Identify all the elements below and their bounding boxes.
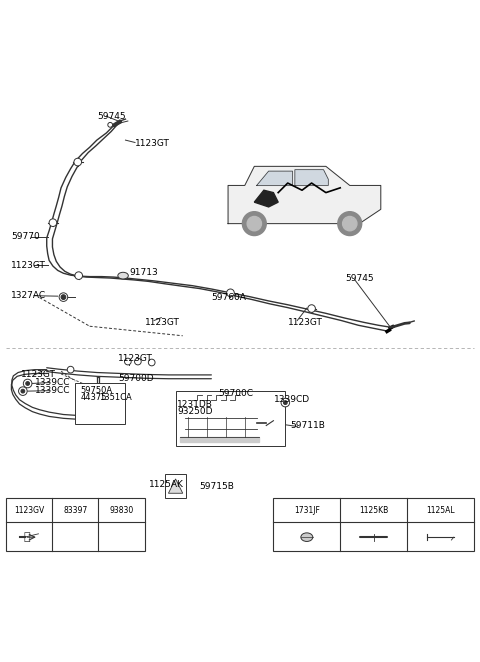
Circle shape [118,534,125,541]
Polygon shape [168,479,183,493]
Circle shape [242,212,266,236]
Circle shape [108,122,113,127]
Polygon shape [295,169,328,185]
Text: 1125AL: 1125AL [426,506,455,514]
Bar [274,498,474,551]
Text: 59715B: 59715B [199,481,234,491]
Text: 93830: 93830 [109,506,133,514]
Text: 1339CC: 1339CC [35,378,70,387]
Text: 59770: 59770 [11,232,40,242]
Circle shape [134,358,141,365]
Text: 1123GT: 1123GT [288,318,323,327]
Circle shape [173,486,178,491]
Polygon shape [228,166,381,224]
Circle shape [24,379,32,388]
Text: 1125AK: 1125AK [149,480,184,489]
Polygon shape [254,190,278,207]
Circle shape [247,216,262,231]
Text: 1351CA: 1351CA [99,393,132,402]
Circle shape [61,295,66,299]
Circle shape [59,293,68,301]
Text: ⬧: ⬧ [24,532,30,542]
Text: 1123GT: 1123GT [21,371,55,379]
Text: 59700D: 59700D [118,374,154,383]
Text: 1339CD: 1339CD [275,395,311,404]
Text: 1125KB: 1125KB [359,506,388,514]
Text: 91713: 91713 [129,268,158,277]
Circle shape [74,158,82,166]
Circle shape [124,358,131,365]
Circle shape [26,381,30,385]
Circle shape [49,219,57,226]
Text: 1123GT: 1123GT [118,354,153,363]
Circle shape [21,389,25,393]
Circle shape [148,359,155,366]
Circle shape [75,272,83,279]
Text: 1123GT: 1123GT [144,318,180,327]
Circle shape [308,305,315,312]
Circle shape [67,366,74,373]
Bar [75,383,125,424]
Text: 59745: 59745 [345,274,373,283]
Bar [165,474,186,498]
Bar [6,498,144,551]
Text: 59750A: 59750A [80,386,112,395]
Text: 59711B: 59711B [290,421,325,430]
Text: 1123GT: 1123GT [11,261,46,269]
Circle shape [227,289,234,297]
Circle shape [283,401,287,404]
Polygon shape [257,171,292,185]
Circle shape [19,387,27,395]
Ellipse shape [301,533,313,542]
Circle shape [343,216,357,231]
Text: 59745: 59745 [97,112,125,120]
Ellipse shape [118,272,128,279]
Text: 59700C: 59700C [218,389,253,398]
Polygon shape [180,437,259,442]
Text: 1123GT: 1123GT [135,139,170,148]
Circle shape [281,399,289,407]
Text: 1731JF: 1731JF [294,506,320,514]
Text: 1123GV: 1123GV [14,506,44,514]
Bar [176,391,285,446]
Text: 59760A: 59760A [211,293,246,302]
Text: 1231DB: 1231DB [177,401,213,410]
Circle shape [338,212,362,236]
Text: 1339CC: 1339CC [35,386,70,395]
Text: 83397: 83397 [63,506,87,514]
Text: 1327AC: 1327AC [11,291,46,300]
Text: 44375: 44375 [80,393,107,402]
Text: 93250D: 93250D [177,407,213,416]
